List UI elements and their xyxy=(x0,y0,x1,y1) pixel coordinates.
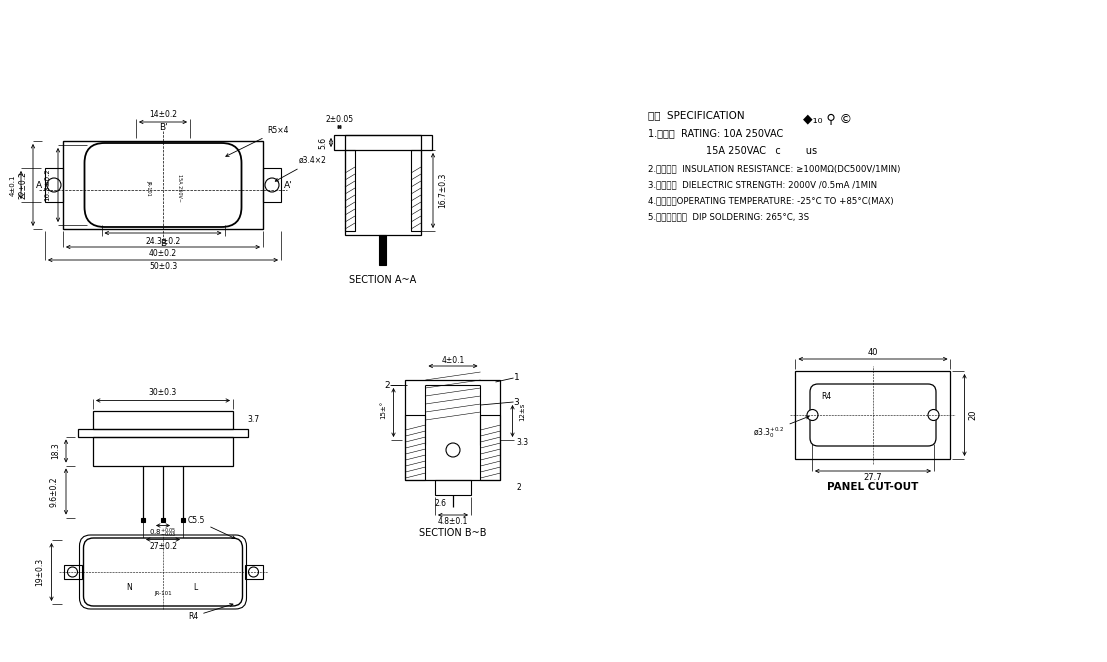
Text: 0.8$^{+0.05}_{-0.03}$: 0.8$^{+0.05}_{-0.03}$ xyxy=(149,527,177,540)
Text: 27.7: 27.7 xyxy=(863,473,882,483)
Bar xyxy=(187,171,207,203)
Text: 4±0.1: 4±0.1 xyxy=(10,174,15,196)
Bar xyxy=(405,380,500,480)
Text: SECTION A~A: SECTION A~A xyxy=(350,275,416,285)
Circle shape xyxy=(99,207,108,217)
Text: 16.3±0.2: 16.3±0.2 xyxy=(44,169,50,201)
Bar xyxy=(161,518,165,522)
Bar xyxy=(77,428,248,436)
Circle shape xyxy=(161,162,166,168)
Circle shape xyxy=(157,550,169,562)
Text: 2: 2 xyxy=(517,483,521,491)
Text: 15A 250V~: 15A 250V~ xyxy=(176,174,182,202)
Text: 9.6±0.2: 9.6±0.2 xyxy=(50,476,59,506)
Circle shape xyxy=(158,569,168,579)
Text: 2.络缘电阔  INSULATION RESISTANCE: ≥100MΩ(DC500V/1MIN): 2.络缘电阔 INSULATION RESISTANCE: ≥100MΩ(DC5… xyxy=(648,164,900,173)
Text: 27±0.2: 27±0.2 xyxy=(149,542,177,551)
Text: 2±0.05: 2±0.05 xyxy=(325,115,353,124)
Text: 规格  SPECIFICATION: 规格 SPECIFICATION xyxy=(648,110,745,120)
Circle shape xyxy=(217,153,228,163)
Text: PANEL CUT-OUT: PANEL CUT-OUT xyxy=(827,482,919,492)
Text: 15A 250VAC   c        us: 15A 250VAC c us xyxy=(706,146,817,156)
Circle shape xyxy=(217,207,228,217)
Bar xyxy=(334,135,432,150)
Circle shape xyxy=(248,567,259,577)
Bar xyxy=(125,556,137,578)
FancyBboxPatch shape xyxy=(84,143,241,227)
Bar xyxy=(435,480,470,495)
Circle shape xyxy=(446,443,461,457)
Circle shape xyxy=(807,410,818,420)
Text: ø3.4×2: ø3.4×2 xyxy=(276,156,327,181)
Text: 3: 3 xyxy=(514,397,519,406)
Text: C5.5: C5.5 xyxy=(188,516,235,538)
Text: 5.端子浸焺条件  DIP SOLDERING: 265°C, 3S: 5.端子浸焺条件 DIP SOLDERING: 265°C, 3S xyxy=(648,212,809,221)
Text: N: N xyxy=(126,583,132,592)
Text: JR-101: JR-101 xyxy=(154,592,172,596)
Text: R4: R4 xyxy=(188,604,232,621)
Bar xyxy=(263,168,281,202)
Text: A: A xyxy=(35,181,42,189)
Text: 22±0.2: 22±0.2 xyxy=(19,171,28,199)
Text: 3.7: 3.7 xyxy=(247,415,259,424)
Circle shape xyxy=(161,553,166,559)
Bar xyxy=(411,150,421,231)
Text: B: B xyxy=(159,238,166,248)
Bar xyxy=(796,371,951,459)
Text: 40±0.2: 40±0.2 xyxy=(149,248,177,258)
Bar xyxy=(93,410,232,428)
Text: L: L xyxy=(193,583,197,592)
Bar xyxy=(63,565,82,579)
Circle shape xyxy=(155,157,170,173)
Text: 40: 40 xyxy=(868,348,878,357)
Circle shape xyxy=(265,178,279,192)
Text: 5.6: 5.6 xyxy=(319,136,328,148)
Circle shape xyxy=(46,178,61,192)
Text: ◆₁₀ ⚲ ©: ◆₁₀ ⚲ © xyxy=(803,113,852,126)
Circle shape xyxy=(68,567,77,577)
Bar xyxy=(93,436,232,465)
Text: ø3.3$^{+0.2}_{0}$: ø3.3$^{+0.2}_{0}$ xyxy=(754,416,809,440)
Text: 4.8±0.1: 4.8±0.1 xyxy=(437,518,468,526)
Text: 2.6: 2.6 xyxy=(435,498,447,508)
Bar xyxy=(182,518,185,522)
Text: 4±0.1: 4±0.1 xyxy=(442,355,465,365)
Bar xyxy=(345,135,421,235)
Text: 12±s: 12±s xyxy=(519,402,526,421)
Text: 14±0.2: 14±0.2 xyxy=(149,109,177,118)
Text: 30±0.3: 30±0.3 xyxy=(148,388,177,397)
Text: 1.额定値  RATING: 10A 250VAC: 1.额定値 RATING: 10A 250VAC xyxy=(648,128,784,138)
Text: 16.7±0.3: 16.7±0.3 xyxy=(438,173,447,208)
Text: 2: 2 xyxy=(385,381,391,389)
Bar xyxy=(345,150,355,231)
Circle shape xyxy=(99,153,108,163)
Text: A': A' xyxy=(284,181,292,189)
Text: 1: 1 xyxy=(514,373,519,381)
Bar xyxy=(63,141,263,229)
Text: JR-101: JR-101 xyxy=(146,180,152,196)
Text: 20: 20 xyxy=(968,410,977,420)
Bar xyxy=(118,171,139,203)
Text: 3.介电强度  DIELECTRIC STRENGTH: 2000V /0.5mA /1MIN: 3.介电强度 DIELECTRIC STRENGTH: 2000V /0.5mA… xyxy=(648,180,877,189)
Circle shape xyxy=(928,410,939,420)
Text: 4.工作温度OPERATING TEMPERATURE: -25°C TO +85°C(MAX): 4.工作温度OPERATING TEMPERATURE: -25°C TO +8… xyxy=(648,196,893,205)
Text: SECTION B~B: SECTION B~B xyxy=(420,528,487,538)
Text: 15±°: 15±° xyxy=(381,401,386,419)
Text: R5×4: R5×4 xyxy=(226,126,289,156)
Bar xyxy=(245,565,262,579)
Text: 24.3±0.2: 24.3±0.2 xyxy=(145,236,180,246)
Text: B': B' xyxy=(158,122,167,132)
Text: 50±0.3: 50±0.3 xyxy=(148,261,177,271)
Bar xyxy=(45,168,63,202)
Bar xyxy=(141,518,145,522)
Text: 19±0.3: 19±0.3 xyxy=(35,558,44,586)
Text: 3.3: 3.3 xyxy=(517,438,529,446)
Bar xyxy=(405,415,425,480)
Bar xyxy=(380,235,386,265)
Text: R4: R4 xyxy=(821,391,831,401)
Bar xyxy=(480,415,500,480)
Bar xyxy=(189,556,201,578)
Text: 18.3: 18.3 xyxy=(52,443,61,459)
FancyBboxPatch shape xyxy=(83,538,242,606)
